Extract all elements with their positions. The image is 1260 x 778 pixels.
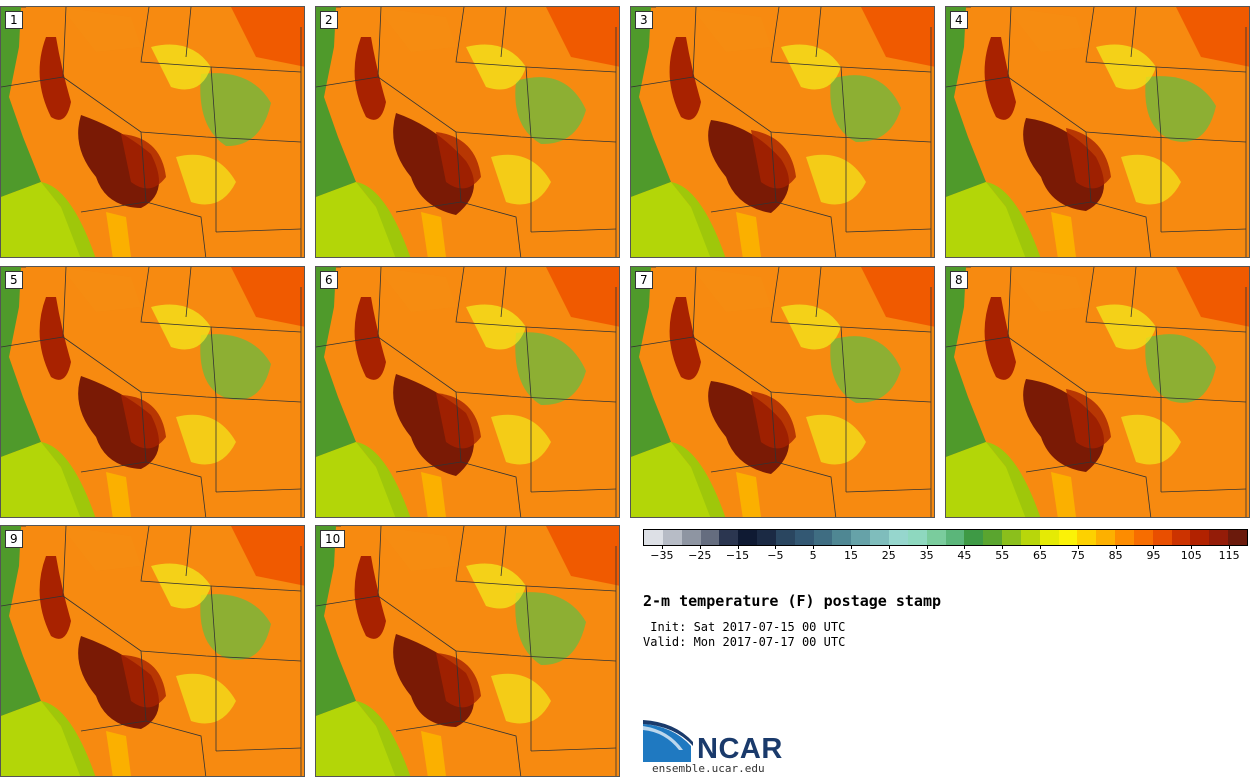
init-time: Init: Sat 2017-07-15 00 UTC	[643, 620, 846, 634]
colorbar-tick-label: −15	[725, 549, 750, 562]
member-number-label: 6	[320, 271, 338, 289]
colorbar-tick	[1229, 545, 1231, 549]
colorbar-tick	[1115, 545, 1117, 549]
colorbar-tick	[661, 545, 663, 549]
colorbar-bin	[775, 530, 795, 545]
colorbar-bin	[964, 530, 984, 545]
member-panel: 2	[315, 6, 620, 258]
colorbar-bin	[719, 530, 739, 545]
colorbar-bin	[662, 530, 682, 545]
colorbar-bin	[1133, 530, 1153, 545]
colorbar-bin	[757, 530, 776, 545]
colorbar-tick	[699, 545, 701, 549]
member-number-label: 3	[635, 11, 653, 29]
colorbar-tick	[850, 545, 852, 549]
colorbar-tick-label: −25	[688, 549, 712, 562]
colorbar-bin	[907, 530, 927, 545]
colorbar-tick-label: −35	[650, 549, 674, 562]
colorbar-tick-label: −5	[767, 549, 784, 562]
colorbar-tick-label: 25	[881, 549, 896, 562]
colorbar-bin	[1209, 530, 1229, 545]
member-panel: 5	[0, 266, 305, 518]
colorbar-tick-label: 45	[957, 549, 972, 562]
colorbar-tick-label: 15	[843, 549, 858, 562]
colorbar-tick	[1040, 545, 1042, 549]
colorbar-bin	[644, 530, 663, 545]
colorbar-bin	[1020, 530, 1040, 545]
member-panel: 8	[945, 266, 1250, 518]
colorbar-bin	[1077, 530, 1097, 545]
colorbar-bin	[1058, 530, 1078, 545]
colorbar-bin	[888, 530, 908, 545]
colorbar-bin	[1115, 530, 1134, 545]
colorbar-bin	[738, 530, 758, 545]
member-panel: 10	[315, 525, 620, 777]
member-number-label: 10	[320, 530, 346, 548]
colorbar-tick-label: 105	[1180, 549, 1202, 562]
figure-title: 2-m temperature (F) postage stamp	[643, 592, 942, 610]
colorbar-bin	[1002, 530, 1021, 545]
member-panel: 6	[315, 266, 620, 518]
member-panel: 7	[630, 266, 935, 518]
temperature-colorbar	[643, 529, 1248, 546]
colorbar-tick	[775, 545, 777, 549]
colorbar-tick	[926, 545, 928, 549]
member-number-label: 4	[950, 11, 968, 29]
colorbar-tick	[737, 545, 739, 549]
colorbar-tick	[1002, 545, 1004, 549]
colorbar-tick	[1191, 545, 1193, 549]
colorbar-bin	[945, 530, 965, 545]
member-number-label: 5	[5, 271, 23, 289]
colorbar-tick	[888, 545, 890, 549]
member-number-label: 2	[320, 11, 338, 29]
colorbar-bin	[681, 530, 701, 545]
colorbar-bin	[1171, 530, 1191, 545]
colorbar-tick-label: 95	[1146, 549, 1161, 562]
colorbar-tick-label: 65	[1033, 549, 1048, 562]
colorbar-tick-label: 85	[1108, 549, 1123, 562]
member-panel: 9	[0, 525, 305, 777]
colorbar-bin	[1190, 530, 1210, 545]
member-number-label: 8	[950, 271, 968, 289]
colorbar-tick	[813, 545, 815, 549]
website-label: ensemble.ucar.edu	[652, 762, 765, 775]
member-number-label: 9	[5, 530, 23, 548]
colorbar-tick-labels: −35 −25 −15 −5 5 15 25 35 45 55 65 75 85 95 105 115	[643, 545, 1248, 567]
colorbar-tick-label: 115	[1218, 549, 1240, 562]
member-panel: 1	[0, 6, 305, 258]
colorbar-bin	[1152, 530, 1172, 545]
valid-time: Valid: Mon 2017-07-17 00 UTC	[643, 635, 846, 649]
colorbar-tick	[1153, 545, 1155, 549]
colorbar-bin	[926, 530, 946, 545]
colorbar-bin	[870, 530, 889, 545]
colorbar-tick-label: 75	[1070, 549, 1085, 562]
colorbar-bin	[813, 530, 833, 545]
ncar-logo-icon	[643, 720, 693, 762]
colorbar-tick-label: 55	[995, 549, 1010, 562]
colorbar-bin	[1039, 530, 1059, 545]
member-number-label: 7	[635, 271, 653, 289]
ncar-logo-text: NCAR	[697, 733, 783, 765]
member-number-label: 1	[5, 11, 23, 29]
member-panel: 4	[945, 6, 1250, 258]
colorbar-bin	[1228, 530, 1247, 545]
colorbar-tick	[1077, 545, 1079, 549]
colorbar-tick-label: 35	[919, 549, 934, 562]
colorbar-bin	[794, 530, 814, 545]
colorbar-tick	[964, 545, 966, 549]
colorbar-bin	[983, 530, 1003, 545]
colorbar-bin	[700, 530, 720, 545]
colorbar-bin	[851, 530, 871, 545]
colorbar-bin	[1096, 530, 1116, 545]
member-panel: 3	[630, 6, 935, 258]
colorbar-tick-label: 5	[809, 549, 817, 562]
colorbar-bin	[832, 530, 852, 545]
